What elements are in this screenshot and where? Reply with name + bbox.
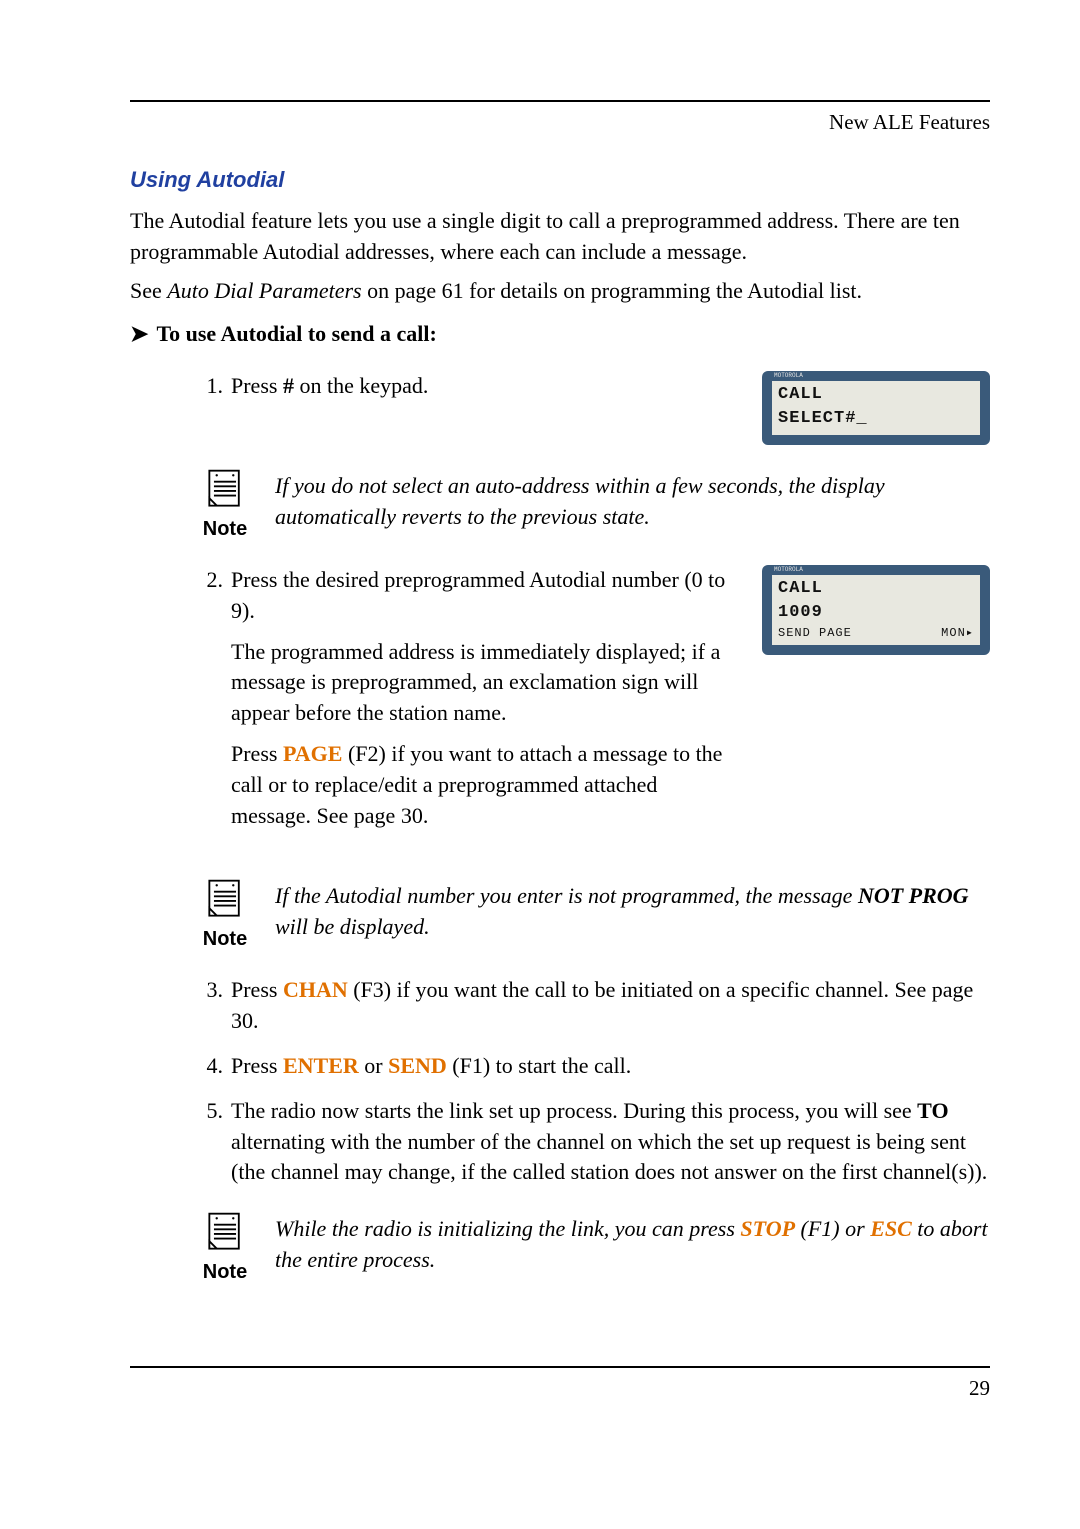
note2-bold: NOT PROG <box>858 883 969 908</box>
page-number: 29 <box>969 1376 990 1400</box>
note-2-text: If the Autodial number you enter is not … <box>275 877 990 943</box>
procedure-heading-text: To use Autodial to send a call: <box>156 319 436 350</box>
step-1: 1. Press # on the keypad. <box>195 371 742 402</box>
step-4-body: Press ENTER or SEND (F1) to start the ca… <box>231 1051 990 1082</box>
step1-key: # <box>283 373 294 398</box>
step5-pre: The radio now starts the link set up pro… <box>231 1098 917 1123</box>
note-1-icon-wrap: Note <box>195 467 255 543</box>
note-1: Note If you do not select an auto-addres… <box>195 467 990 543</box>
note2-pre: If the Autodial number you enter is not … <box>275 883 858 908</box>
note-2-icon-wrap: Note <box>195 877 255 953</box>
step-3-body: Press CHAN (F3) if you want the call to … <box>231 975 990 1037</box>
step-2-body: Press the desired preprogrammed Autodial… <box>231 565 742 841</box>
step4-pre: Press <box>231 1053 283 1078</box>
lcd-display-1: MOTOROLA CALL SELECT#_ <box>762 371 990 445</box>
step2-p3: Press PAGE (F2) if you want to attach a … <box>231 739 742 831</box>
step4-post: (F1) to start the call. <box>447 1053 632 1078</box>
step1-pre: Press <box>231 373 283 398</box>
lcd2-line1: CALL <box>778 577 974 601</box>
note-icon <box>202 877 248 923</box>
intro-p2-post: on page 61 for details on programming th… <box>362 278 862 303</box>
intro-p2: See Auto Dial Parameters on page 61 for … <box>130 276 990 307</box>
note-2: Note If the Autodial number you enter is… <box>195 877 990 953</box>
lcd1-brand: MOTOROLA <box>774 372 803 380</box>
note-icon <box>202 467 248 513</box>
step-5-body: The radio now starts the link set up pro… <box>231 1096 990 1188</box>
section-title: Using Autodial <box>130 165 990 196</box>
note-icon <box>202 1210 248 1256</box>
step-5-num: 5. <box>195 1096 223 1127</box>
note-3-text: While the radio is initializing the link… <box>275 1210 990 1276</box>
step-4: 4. Press ENTER or SEND (F1) to start the… <box>195 1051 990 1082</box>
page-footer: 29 <box>130 1366 990 1403</box>
lcd2-softkeys: SEND PAGE MON▸ <box>778 625 974 642</box>
stop-key: STOP <box>740 1216 795 1241</box>
enter-key: ENTER <box>283 1053 359 1078</box>
intro-ref: Auto Dial Parameters <box>167 278 361 303</box>
step5-post: alternating with the number of the chann… <box>231 1129 987 1185</box>
step2-p1: Press the desired preprogrammed Autodial… <box>231 565 742 627</box>
lcd2-sk-left: SEND PAGE <box>778 625 852 642</box>
note-1-text: If you do not select an auto-address wit… <box>275 467 990 533</box>
note-3: Note While the radio is initializing the… <box>195 1210 990 1286</box>
note3-pre: While the radio is initializing the link… <box>275 1216 740 1241</box>
note-label: Note <box>203 1258 247 1286</box>
note-label: Note <box>203 515 247 543</box>
lcd2-sk-right: MON▸ <box>941 625 974 642</box>
note-3-icon-wrap: Note <box>195 1210 255 1286</box>
step2-p3-pre: Press <box>231 741 283 766</box>
esc-key: ESC <box>870 1216 912 1241</box>
step1-post: on the keypad. <box>294 373 428 398</box>
step-3-num: 3. <box>195 975 223 1006</box>
page-key: PAGE <box>283 741 342 766</box>
note2-post: will be displayed. <box>275 914 430 939</box>
lcd1-line2: SELECT#_ <box>778 407 974 431</box>
intro-p1: The Autodial feature lets you use a sing… <box>130 206 990 268</box>
intro-p2-pre: See <box>130 278 167 303</box>
send-key: SEND <box>388 1053 447 1078</box>
step-1-body: Press # on the keypad. <box>231 371 742 402</box>
step-5: 5. The radio now starts the link set up … <box>195 1096 990 1188</box>
step-3: 3. Press CHAN (F3) if you want the call … <box>195 975 990 1037</box>
chan-key: CHAN <box>283 977 348 1002</box>
procedure-heading: To use Autodial to send a call: <box>130 319 990 350</box>
step-4-num: 4. <box>195 1051 223 1082</box>
note3-mid: (F1) or <box>795 1216 870 1241</box>
header-rule <box>130 100 990 102</box>
step2-p2: The programmed address is immediately di… <box>231 637 742 729</box>
lcd-display-2: MOTOROLA CALL 1009 SEND PAGE MON▸ <box>762 565 990 655</box>
lcd2-line2: 1009 <box>778 601 974 625</box>
step5-bold: TO <box>917 1098 948 1123</box>
chapter-title: New ALE Features <box>130 108 990 137</box>
step3-pre: Press <box>231 977 283 1002</box>
step-2: 2. Press the desired preprogrammed Autod… <box>195 565 742 841</box>
lcd1-line1: CALL <box>778 383 974 407</box>
note-label: Note <box>203 925 247 953</box>
step-1-num: 1. <box>195 371 223 402</box>
step4-mid: or <box>359 1053 388 1078</box>
step-2-num: 2. <box>195 565 223 596</box>
lcd2-brand: MOTOROLA <box>774 566 803 574</box>
